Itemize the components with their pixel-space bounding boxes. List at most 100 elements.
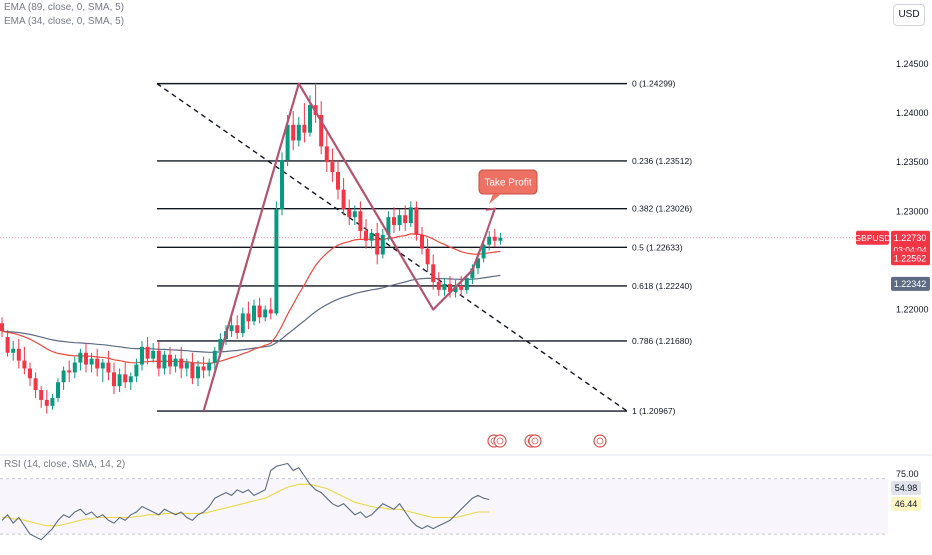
candle-body [28, 368, 32, 379]
candle-body [246, 313, 251, 322]
candle-body [352, 211, 357, 218]
candle-body [464, 278, 469, 290]
rsi-value-label: 54.98 [895, 483, 918, 493]
rsi-value-badge [891, 481, 921, 495]
ema89-legend: EMA (89, close, 0, SMA, 5) [4, 2, 125, 13]
candle-body [196, 366, 200, 379]
fib-level-label: 0.786 (1.21680) [632, 336, 692, 346]
candle-body [296, 124, 301, 141]
candle-body [84, 352, 88, 365]
y-tick-label: 1.23000 [896, 206, 929, 216]
candle-body [50, 397, 55, 406]
candle-body [285, 124, 290, 161]
candle-body [492, 236, 497, 241]
candle-body [425, 248, 430, 265]
candle-body [162, 354, 167, 369]
candle-body [414, 207, 419, 235]
candle-body [140, 346, 144, 365]
candle-body [302, 124, 307, 133]
candle-body [341, 189, 346, 210]
candle-body [229, 325, 234, 332]
rsi-legend: RSI (14, close, SMA, 14, 2) [4, 459, 126, 470]
candle-body [61, 370, 66, 383]
arrow-head [485, 207, 497, 219]
event-flag-icon [593, 434, 607, 448]
candle-body [470, 268, 475, 279]
y-tick-label: 1.23500 [896, 157, 929, 167]
candle-body [151, 350, 156, 359]
y-tick-label: 1.22000 [896, 305, 929, 315]
candle-body [459, 285, 464, 290]
candle-body [0, 323, 4, 332]
candle-body [274, 209, 279, 314]
ema89-badge-value: 1.22342 [894, 279, 927, 289]
candle-body [56, 382, 60, 398]
candle-body [190, 362, 195, 379]
candle-body [235, 325, 240, 334]
candle-body [453, 285, 458, 292]
candle-body [95, 358, 100, 369]
rsi-y-tick-label: 75.00 [896, 469, 919, 479]
candle-body [487, 236, 492, 245]
candle-body [123, 374, 128, 383]
rsi-ma-line [2, 483, 490, 527]
candle-body [324, 146, 329, 163]
candle-body [184, 362, 189, 369]
fib-level-label: 0.382 (1.23026) [632, 204, 692, 214]
candle-body [319, 114, 324, 147]
candle-body [134, 364, 139, 377]
candle-body [386, 217, 391, 235]
candle-body [476, 258, 480, 269]
candle-body [5, 337, 10, 353]
candle-body [117, 374, 122, 387]
pattern-line [202, 82, 485, 412]
price-badge-countdown: 03:04:04 [893, 245, 926, 255]
candle-body [44, 399, 49, 406]
candle-body [257, 305, 262, 318]
currency-button[interactable]: USD [893, 4, 925, 26]
candle-body [420, 234, 424, 249]
candle-body [145, 346, 150, 359]
rsi-ma-value-label: 46.44 [895, 499, 918, 509]
candle-body [380, 234, 385, 255]
event-flag-icon-inner [496, 437, 504, 445]
candle-body [67, 370, 72, 373]
candle-body [263, 309, 268, 318]
candle-body [106, 362, 111, 373]
candle-body [431, 264, 436, 283]
rsi-band [0, 478, 888, 535]
event-flag-icon [493, 434, 507, 448]
fib-level-label: 0.618 (1.22240) [632, 281, 692, 291]
candle-body [403, 215, 408, 224]
candle-body [212, 350, 217, 363]
price-badge-value: 1.22730 [894, 233, 927, 243]
candle-body [173, 358, 178, 367]
take-profit-bubble [478, 169, 538, 195]
candle-body [72, 362, 77, 373]
candle-body [218, 339, 223, 351]
event-flag-icon-inner [531, 437, 539, 445]
event-flag-icon [528, 434, 542, 448]
fib-level-label: 1 (1.20967) [632, 406, 676, 416]
candle-body [291, 124, 296, 141]
candle-body [336, 171, 340, 190]
fib-level-label: 0.236 (1.23512) [632, 156, 692, 166]
ema34-badge-value: 1.22562 [894, 253, 927, 263]
candle-body [364, 230, 368, 241]
candle-body [168, 354, 172, 367]
take-profit-label: Take Profit [484, 178, 531, 189]
candle-body [375, 232, 380, 255]
candle-body [392, 217, 396, 226]
symbol-tag [856, 230, 889, 245]
ema89-line [1, 274, 501, 353]
candle-body [347, 209, 352, 218]
candle-body [156, 350, 161, 369]
candle-body [78, 352, 83, 363]
candle-body [100, 362, 105, 369]
candle-body [179, 358, 184, 369]
dashed-trend-line [156, 83, 628, 412]
candle-body [240, 313, 245, 334]
candle-body [33, 378, 38, 391]
